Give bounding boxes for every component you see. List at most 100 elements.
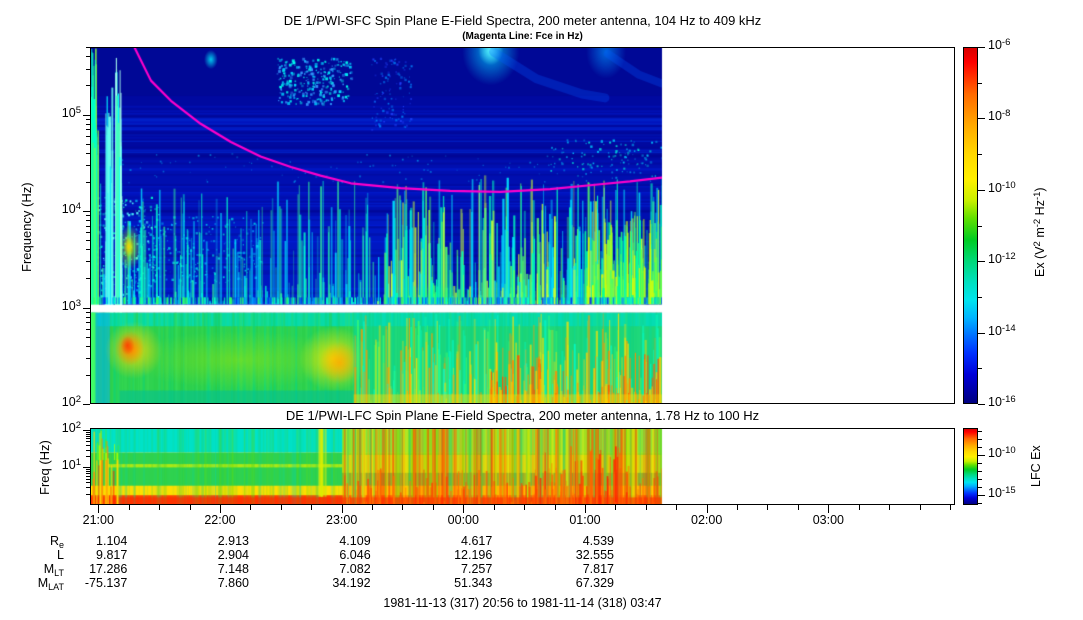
- ephemeris-row-label: MLT: [14, 562, 64, 577]
- ephemeris-row-label: MLAT: [14, 576, 64, 592]
- y-axis-minor-tick: [86, 456, 90, 457]
- y-axis-minor-tick: [86, 232, 90, 233]
- colorbar-tick-label: 10-10: [988, 444, 1016, 460]
- y-axis-minor-tick: [86, 476, 90, 477]
- y-axis-minor-tick: [86, 124, 90, 125]
- time-range-footer: 1981-11-13 (317) 20:56 to 1981-11-14 (31…: [383, 596, 662, 610]
- y-axis-minor-tick: [86, 47, 90, 48]
- label-part: 1: [75, 457, 81, 469]
- time-minor-tick: [190, 505, 191, 510]
- colorbar-minor-tick: [978, 479, 982, 480]
- label-part: -1: [1032, 191, 1043, 201]
- label-part: -6: [1001, 37, 1011, 48]
- time-minor-tick: [859, 505, 860, 510]
- ephemeris-value: 51.343: [454, 576, 493, 590]
- y-axis-major-tick: [83, 115, 90, 116]
- label-part: 2: [75, 394, 81, 405]
- label-part: m: [1033, 227, 1047, 242]
- colorbar-tick-label: 10-12: [988, 251, 1016, 267]
- time-minor-tick: [129, 505, 130, 510]
- lfc-colorbar-label: LFC Ex: [1029, 445, 1043, 487]
- time-tick-label: 03:00: [812, 513, 844, 527]
- label-part: -14: [1001, 322, 1016, 334]
- label-part: 10: [988, 323, 1002, 338]
- y-axis-minor-tick: [86, 482, 90, 483]
- colorbar-minor-tick: [978, 439, 982, 440]
- label-part: -10: [1001, 444, 1016, 456]
- colorbar-minor-tick: [978, 226, 982, 227]
- ephemeris-row-label: Re: [14, 534, 64, 549]
- time-minor-tick: [402, 505, 403, 510]
- ephemeris-value: 17.286: [89, 562, 128, 576]
- label-part: -12: [1001, 251, 1016, 263]
- time-tick-label: 00:00: [447, 513, 479, 527]
- label-part: 3: [75, 297, 81, 309]
- y-axis-minor-tick: [86, 144, 90, 145]
- y-axis-minor-tick: [86, 432, 90, 433]
- time-minor-tick: [676, 505, 677, 510]
- time-minor-tick: [372, 505, 373, 510]
- time-major-tick: [707, 505, 708, 513]
- y-axis-minor-tick: [86, 85, 90, 86]
- label-part: 10: [988, 252, 1002, 267]
- y-axis-minor-tick: [86, 220, 90, 221]
- time-tick-label: 02:00: [691, 513, 723, 527]
- y-axis-minor-tick: [86, 469, 90, 470]
- lfc-plot-frame: [90, 428, 955, 505]
- y-axis-minor-tick: [86, 226, 90, 227]
- colorbar-tick-label: 10-6: [988, 37, 1011, 52]
- ephemeris-value: 2.913: [217, 534, 249, 548]
- y-axis-tick-label: 104: [35, 202, 81, 216]
- y-axis-minor-tick: [86, 182, 90, 183]
- time-major-tick: [585, 505, 586, 513]
- y-axis-minor-tick: [86, 317, 90, 318]
- y-axis-tick-label: 105: [35, 105, 81, 120]
- label-part: -10: [1001, 179, 1016, 191]
- colorbar-major-tick: [978, 495, 985, 496]
- y-axis-minor-tick: [86, 436, 90, 437]
- y-axis-minor-tick: [86, 375, 90, 376]
- time-minor-tick: [433, 505, 434, 510]
- y-axis-major-tick: [83, 467, 90, 468]
- y-axis-minor-tick: [86, 278, 90, 279]
- ephemeris-value: -75.137: [84, 576, 128, 590]
- sfc-subtitle: (Magenta Line: Fce in Hz): [462, 31, 583, 42]
- sfc-y-axis-label: Frequency (Hz): [19, 182, 34, 272]
- sfc-colorbar-gradient: [964, 48, 977, 403]
- time-minor-tick: [159, 505, 160, 510]
- y-axis-minor-tick: [86, 450, 90, 451]
- label-part: -15: [1001, 484, 1016, 496]
- label-part: L: [57, 548, 64, 562]
- y-axis-minor-tick: [86, 153, 90, 154]
- ephemeris-value: 7.257: [461, 562, 493, 576]
- time-minor-tick: [615, 505, 616, 510]
- ephemeris-value: 7.817: [582, 562, 614, 576]
- colorbar-minor-tick: [978, 463, 982, 464]
- sfc-plot-frame: [90, 47, 955, 404]
- colorbar-major-tick: [978, 455, 985, 456]
- colorbar-minor-tick: [978, 487, 982, 488]
- y-axis-minor-tick: [86, 240, 90, 241]
- y-axis-minor-tick: [86, 487, 90, 488]
- time-minor-tick: [311, 505, 312, 510]
- y-axis-minor-tick: [86, 438, 90, 439]
- y-axis-minor-tick: [86, 329, 90, 330]
- label-part: 2: [75, 419, 81, 431]
- sfc-spectrogram-canvas: [91, 48, 954, 403]
- y-axis-minor-tick: [86, 441, 90, 442]
- colorbar-minor-tick: [978, 503, 982, 504]
- time-major-tick: [98, 505, 99, 513]
- time-minor-tick: [889, 505, 890, 510]
- colorbar-tick-label: 10-14: [988, 322, 1016, 338]
- lfc-colorbar: [963, 428, 978, 505]
- time-minor-tick: [555, 505, 556, 510]
- y-axis-tick-label: 103: [35, 297, 81, 313]
- y-axis-minor-tick: [86, 322, 90, 323]
- y-axis-major-tick: [83, 430, 90, 431]
- y-axis-minor-tick: [86, 471, 90, 472]
- label-part: LAT: [48, 582, 64, 592]
- lfc-colorbar-gradient: [964, 429, 977, 504]
- time-major-tick: [342, 505, 343, 513]
- colorbar-major-tick: [978, 47, 985, 48]
- y-axis-minor-tick: [86, 56, 90, 57]
